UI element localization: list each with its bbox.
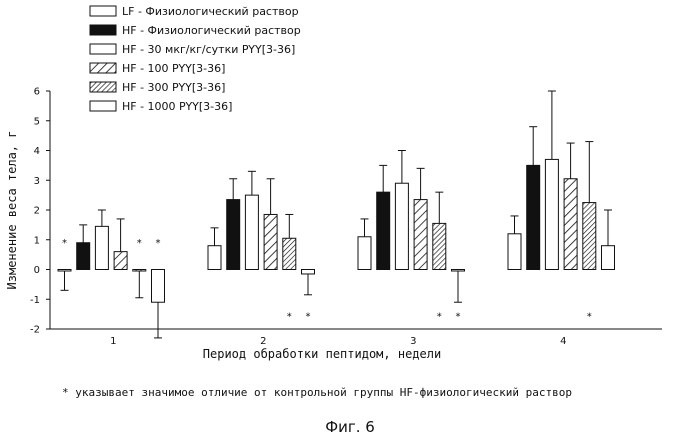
- significance-star: *: [62, 238, 67, 249]
- legend-entry: HF - 300 PYY[3-36]: [122, 81, 225, 94]
- y-axis-label: Изменение веса тела, г: [5, 131, 19, 290]
- y-tick-label: 3: [34, 176, 40, 187]
- bar: [602, 246, 615, 270]
- x-axis-label: Период обработки пептидом, недели: [203, 347, 441, 361]
- bar: [358, 237, 371, 270]
- bar: [545, 159, 558, 269]
- legend-entry: HF - Физиологический раствор: [122, 24, 301, 37]
- bar: [583, 203, 596, 270]
- bar: [114, 252, 127, 270]
- legend-swatch: [90, 82, 116, 92]
- x-tick-label: 3: [410, 336, 416, 347]
- legend-swatch: [90, 44, 116, 54]
- bar: [395, 183, 408, 269]
- bar: [508, 234, 521, 270]
- y-tick-label: 5: [34, 116, 40, 127]
- y-tick-label: 4: [34, 146, 40, 157]
- significance-star: *: [437, 312, 442, 323]
- x-tick-label: 1: [110, 336, 116, 347]
- significance-star: *: [456, 312, 461, 323]
- bar: [414, 200, 427, 270]
- bar: [527, 165, 540, 269]
- legend-entry: LF - Физиологический раствор: [122, 5, 299, 18]
- bar: [77, 243, 90, 270]
- bar: [452, 270, 465, 272]
- y-tick-label: 0: [34, 265, 40, 276]
- legend-entry: HF - 30 мкг/кг/сутки PYY[3-36]: [122, 43, 295, 56]
- bar: [564, 179, 577, 270]
- bar: [245, 195, 258, 269]
- bar: [152, 270, 165, 303]
- y-tick-label: 2: [34, 206, 40, 217]
- significance-star: *: [137, 238, 142, 249]
- legend-swatch: [90, 63, 116, 73]
- footnote: * указывает значимое отличие от контроль…: [62, 386, 572, 399]
- significance-star: *: [587, 312, 592, 323]
- y-tick-label: -2: [30, 325, 40, 336]
- bar: [264, 214, 277, 269]
- significance-star: *: [287, 312, 292, 323]
- bar: [302, 270, 315, 274]
- x-tick-label: 2: [260, 336, 266, 347]
- significance-star: *: [156, 238, 161, 249]
- bar: [95, 226, 108, 269]
- bar: [208, 246, 221, 270]
- bar: [377, 192, 390, 269]
- legend-swatch: [90, 101, 116, 111]
- bar: [227, 200, 240, 270]
- y-tick-label: -1: [30, 295, 40, 306]
- bar: [133, 270, 146, 272]
- bar: [433, 223, 446, 269]
- significance-star: *: [306, 312, 311, 323]
- legend-swatch: [90, 6, 116, 16]
- y-tick-label: 1: [34, 235, 40, 246]
- x-tick-label: 4: [560, 336, 566, 347]
- legend-entry: HF - 1000 PYY[3-36]: [122, 100, 232, 113]
- bar: [58, 270, 71, 272]
- figure-caption: Фиг. 6: [0, 418, 700, 436]
- bar: [283, 238, 296, 269]
- legend-entry: HF - 100 PYY[3-36]: [122, 62, 225, 75]
- legend-swatch: [90, 25, 116, 35]
- y-tick-label: 6: [34, 87, 40, 98]
